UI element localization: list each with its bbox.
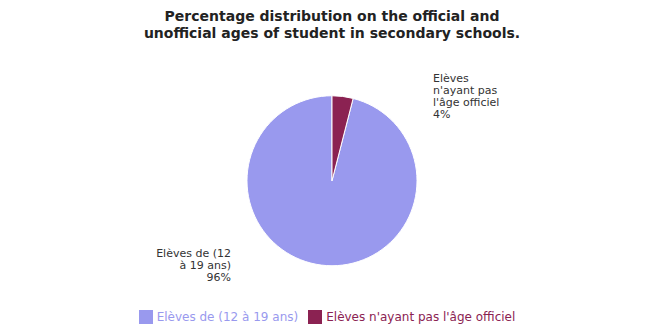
html-text:Elèves n'ayant pas l'âge offic: Elèves n'ayant pas l'âge officiel [326,309,516,324]
svg-text:Elèvesn'ayant pasl'âge officie: Elèvesn'ayant pasl'âge officiel4% [433,72,499,121]
svg-text:Elèves de (12à 19 ans)96%: Elèves de (12à 19 ans)96% [156,247,231,284]
html-text:Elèves de (12 à 19 ans): Elèves de (12 à 19 ans) [156,309,299,324]
html-text:unofficial ages of student in: unofficial ages of student in secondary … [143,25,521,41]
html-text:Percentage distribution on the: Percentage distribution on the official … [164,8,500,24]
